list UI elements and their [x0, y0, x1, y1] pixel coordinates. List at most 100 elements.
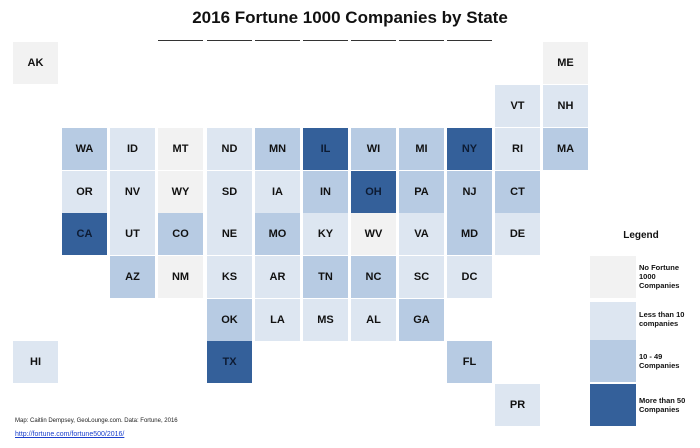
- state-tile-ms: MS: [303, 299, 348, 341]
- state-label: ME: [557, 57, 574, 69]
- state-tile-ga: GA: [399, 299, 444, 341]
- legend-label-more-than-50: More than 50 Companies: [639, 396, 686, 414]
- state-label: NE: [221, 228, 238, 240]
- state-tile-nv: NV: [110, 171, 155, 213]
- state-label: AK: [27, 57, 44, 69]
- state-tile-id: ID: [110, 128, 155, 170]
- state-tile-ak: AK: [13, 42, 58, 84]
- state-label: IN: [320, 186, 331, 198]
- state-tile-fl: FL: [447, 341, 492, 383]
- state-label: NC: [365, 271, 382, 283]
- state-tile-ma: MA: [543, 128, 588, 170]
- legend-label-none: No Fortune 1000 Companies: [639, 263, 680, 290]
- state-tile-il: IL: [303, 128, 348, 170]
- state-tile-nm: NM: [158, 256, 203, 298]
- state-tile-wa: WA: [62, 128, 107, 170]
- state-tile-nj: NJ: [447, 171, 492, 213]
- title-rule-3: [255, 40, 300, 41]
- state-label: OH: [365, 186, 382, 198]
- state-label: WI: [366, 143, 381, 155]
- state-tile-ut: UT: [110, 213, 155, 255]
- state-tile-sc: SC: [399, 256, 444, 298]
- state-tile-pr: PR: [495, 384, 540, 426]
- state-label: UT: [125, 228, 140, 240]
- state-tile-mo: MO: [255, 213, 300, 255]
- state-label: KY: [317, 228, 334, 240]
- state-label: AZ: [125, 271, 140, 283]
- state-label: VT: [510, 100, 525, 112]
- state-label: NJ: [462, 186, 477, 198]
- legend-swatch-more-than-50: [590, 384, 636, 426]
- state-tile-or: OR: [62, 171, 107, 213]
- state-tile-co: CO: [158, 213, 203, 255]
- source-link[interactable]: http://fortune.com/fortune500/2016/: [15, 431, 125, 438]
- state-label: LA: [270, 314, 285, 326]
- state-label: MS: [317, 314, 334, 326]
- map-title: 2016 Fortune 1000 Companies by State: [192, 8, 508, 27]
- state-label: TN: [318, 271, 333, 283]
- state-label: TX: [222, 356, 237, 368]
- state-tile-va: VA: [399, 213, 444, 255]
- state-tile-ny: NY: [447, 128, 492, 170]
- state-label: OK: [221, 314, 238, 326]
- state-tile-in: IN: [303, 171, 348, 213]
- state-tile-ct: CT: [495, 171, 540, 213]
- state-tile-al: AL: [351, 299, 396, 341]
- legend-swatch-10-49: [590, 340, 636, 382]
- state-tile-wy: WY: [158, 171, 203, 213]
- state-label: GA: [413, 314, 430, 326]
- title-rule-6: [399, 40, 444, 41]
- state-tile-nh: NH: [543, 85, 588, 127]
- state-tile-mn: MN: [255, 128, 300, 170]
- state-label: NH: [557, 100, 574, 112]
- state-tile-ri: RI: [495, 128, 540, 170]
- state-label: AL: [366, 314, 381, 326]
- state-tile-ne: NE: [207, 213, 252, 255]
- state-tile-vt: VT: [495, 85, 540, 127]
- state-label: FL: [462, 356, 477, 368]
- state-label: CT: [510, 186, 525, 198]
- state-label: KS: [221, 271, 238, 283]
- state-tile-tn: TN: [303, 256, 348, 298]
- state-tile-ca: CA: [62, 213, 107, 255]
- state-label: MT: [172, 143, 189, 155]
- legend-label-less-than-10: Less than 10 companies: [639, 310, 685, 328]
- state-tile-md: MD: [447, 213, 492, 255]
- state-tile-hi: HI: [13, 341, 58, 383]
- state-label: VA: [414, 228, 429, 240]
- state-label: WV: [364, 228, 383, 240]
- state-label: WY: [171, 186, 190, 198]
- state-tile-ia: IA: [255, 171, 300, 213]
- state-label: CO: [172, 228, 189, 240]
- state-tile-ks: KS: [207, 256, 252, 298]
- state-label: ID: [127, 143, 138, 155]
- state-tile-tx: TX: [207, 341, 252, 383]
- state-tile-ok: OK: [207, 299, 252, 341]
- state-label: MI: [415, 143, 428, 155]
- state-label: RI: [512, 143, 523, 155]
- state-label: NV: [124, 186, 141, 198]
- state-label: DC: [461, 271, 478, 283]
- state-label: MN: [268, 143, 287, 155]
- state-tile-de: DE: [495, 213, 540, 255]
- state-tile-wi: WI: [351, 128, 396, 170]
- state-label: MA: [556, 143, 575, 155]
- state-label: DE: [509, 228, 526, 240]
- state-tile-nd: ND: [207, 128, 252, 170]
- state-tile-nc: NC: [351, 256, 396, 298]
- state-label: NM: [171, 271, 190, 283]
- state-tile-la: LA: [255, 299, 300, 341]
- state-label: IL: [320, 143, 331, 155]
- state-label: MO: [268, 228, 287, 240]
- state-tile-mi: MI: [399, 128, 444, 170]
- state-label: ND: [221, 143, 238, 155]
- legend-swatch-none: [590, 256, 636, 298]
- state-tile-dc: DC: [447, 256, 492, 298]
- state-label: IA: [272, 186, 283, 198]
- legend-label-10-49: 10 - 49 Companies: [639, 352, 680, 370]
- state-label: SC: [413, 271, 430, 283]
- state-tile-ky: KY: [303, 213, 348, 255]
- state-tile-wv: WV: [351, 213, 396, 255]
- state-tile-pa: PA: [399, 171, 444, 213]
- map-credit: Map: Caitlin Dempsey, GeoLounge.com. Dat…: [15, 418, 178, 424]
